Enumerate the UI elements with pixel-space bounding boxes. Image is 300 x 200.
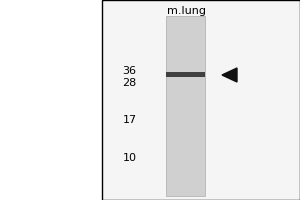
Text: 36: 36 <box>122 66 136 76</box>
Bar <box>102 0 300 200</box>
Bar <box>167 16 206 196</box>
Polygon shape <box>222 68 237 82</box>
Text: 10: 10 <box>122 153 136 163</box>
Text: m.lung: m.lung <box>167 6 206 16</box>
Bar <box>167 72 206 77</box>
Text: 28: 28 <box>122 78 136 88</box>
Text: 17: 17 <box>122 115 136 125</box>
